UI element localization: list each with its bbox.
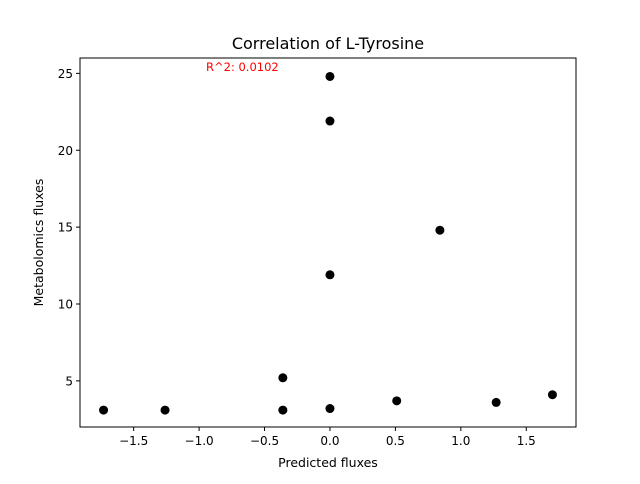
chart-title: Correlation of L-Tyrosine [232,34,424,53]
x-tick-label: −1.0 [185,434,214,448]
y-tick-label: 15 [58,221,73,235]
data-point-4 [278,405,288,415]
data-point-2 [160,405,170,415]
y-tick-label: 10 [58,298,73,312]
x-tick-label: 0.5 [386,434,405,448]
x-tick-label: 0.0 [320,434,339,448]
data-point-5 [325,71,335,81]
axes-frame [79,57,577,428]
y-tick-label: 25 [58,67,73,81]
data-point-8 [325,404,335,414]
x-tick-label: −0.5 [250,434,279,448]
y-axis-label: Metabolomics fluxes [31,179,46,307]
y-tick-label: 5 [65,374,73,388]
data-point-7 [325,270,335,280]
data-point-10 [435,225,445,235]
x-tick-label: 1.0 [451,434,470,448]
data-point-1 [99,405,109,415]
r-squared-annotation: R^2: 0.0102 [206,60,279,74]
data-point-11 [491,397,501,407]
y-axis: 5 10 15 20 25 [58,67,80,388]
data-point-12 [547,390,557,400]
x-axis: −1.5 −1.0 −0.5 0.0 0.5 1.0 1.5 [119,427,536,448]
data-point-9 [392,396,402,406]
plot-area [99,71,557,415]
data-point-6 [325,116,335,126]
y-tick-label: 20 [58,144,73,158]
x-tick-label: −1.5 [119,434,148,448]
x-tick-label: 1.5 [517,434,536,448]
x-axis-label: Predicted fluxes [278,455,378,470]
data-point-3 [278,373,288,383]
